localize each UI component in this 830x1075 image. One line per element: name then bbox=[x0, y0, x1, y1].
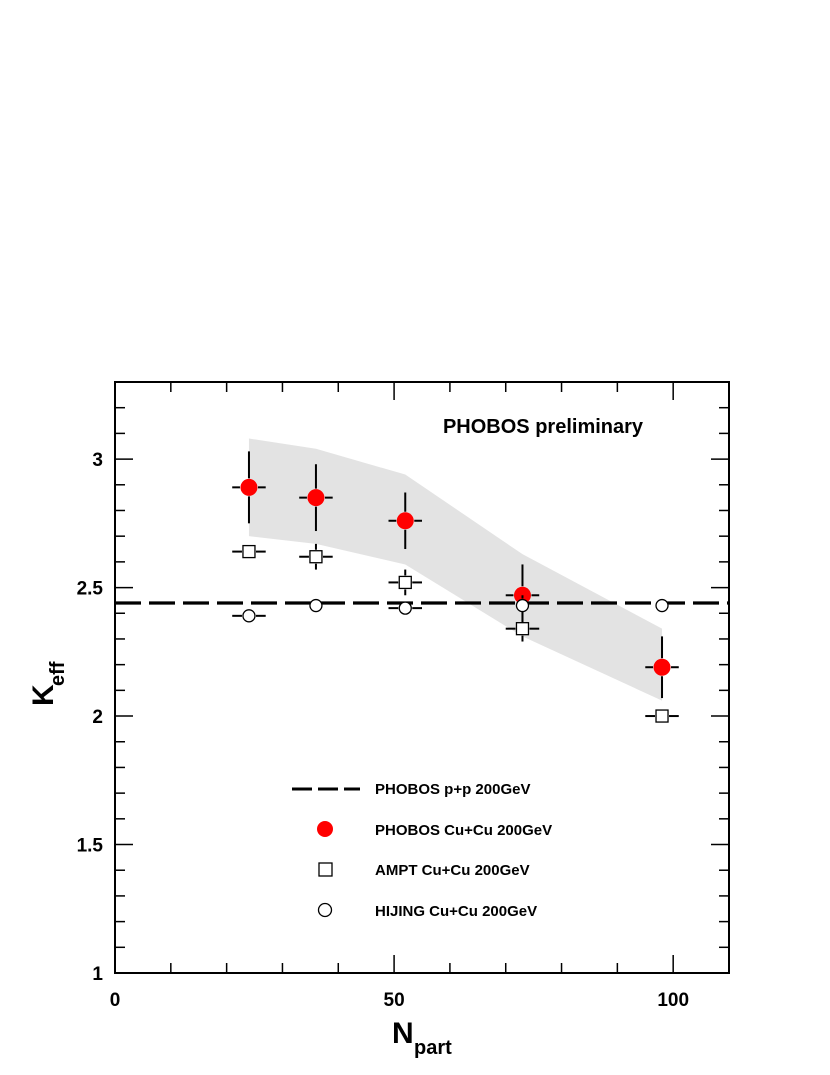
filled-circle-point-1 bbox=[299, 464, 333, 532]
open-square-point-1 bbox=[299, 543, 333, 570]
plot-border bbox=[114, 381, 730, 974]
filled-circle-point-2 bbox=[388, 492, 422, 550]
legend-label-ampt: AMPT Cu+Cu 200GeV bbox=[375, 862, 530, 879]
legend-label-phobos-cucu: PHOBOS Cu+Cu 200GeV bbox=[375, 822, 552, 839]
legend: PHOBOS p+p 200GeV PHOBOS Cu+Cu 200GeV AM… bbox=[292, 781, 552, 920]
open-square-marker bbox=[398, 575, 412, 590]
open-square-marker bbox=[655, 709, 669, 723]
legend-item-hijing: HIJING Cu+Cu 200GeV bbox=[317, 902, 537, 920]
data-markers bbox=[232, 451, 679, 723]
legend-swatch-open-circle bbox=[317, 902, 333, 918]
red-circle-marker bbox=[307, 489, 325, 507]
open-circle-point-1 bbox=[309, 598, 323, 613]
open-circle-marker bbox=[515, 598, 530, 613]
red-circle-marker bbox=[396, 512, 414, 530]
x-axis-title-sub: part bbox=[414, 1037, 452, 1059]
legend-item-phobos-cucu: PHOBOS Cu+Cu 200GeV bbox=[317, 821, 552, 839]
y-axis-title-main: K bbox=[27, 684, 60, 706]
y-axis-title-sub: eff bbox=[47, 661, 69, 686]
open-circle-point-4 bbox=[655, 598, 669, 613]
open-circle-point-3 bbox=[515, 595, 530, 616]
y-tick-label: 1 bbox=[92, 964, 103, 985]
filled-circle-point-3 bbox=[505, 564, 540, 627]
chart-annotation: PHOBOS preliminary bbox=[443, 416, 644, 438]
systematic-band-area bbox=[248, 438, 663, 701]
y-axis-title: K eff bbox=[27, 661, 69, 706]
legend-label-pp: PHOBOS p+p 200GeV bbox=[375, 781, 530, 798]
open-square-marker bbox=[242, 544, 256, 559]
open-circle-marker bbox=[398, 601, 412, 615]
y-tick-label: 1.5 bbox=[77, 836, 104, 857]
open-square-point-2 bbox=[388, 569, 422, 596]
y-tick-label: 2 bbox=[92, 707, 103, 728]
x-axis-title-main: N bbox=[392, 1017, 414, 1050]
legend-swatch-open-square bbox=[318, 862, 333, 877]
open-square-point-0 bbox=[232, 544, 266, 559]
plot-frame bbox=[114, 381, 730, 974]
open-square-point-3 bbox=[505, 615, 540, 642]
open-circle-point-2 bbox=[388, 601, 422, 615]
filled-circle-point-0 bbox=[232, 451, 266, 524]
open-circle-marker bbox=[309, 598, 323, 613]
open-circle-marker bbox=[655, 598, 669, 613]
open-circle-point-0 bbox=[232, 609, 266, 623]
open-square-marker bbox=[309, 550, 323, 564]
x-tick-label: 50 bbox=[384, 990, 405, 1011]
red-circle-marker bbox=[240, 478, 258, 496]
legend-item-ampt: AMPT Cu+Cu 200GeV bbox=[318, 862, 530, 879]
legend-label-hijing: HIJING Cu+Cu 200GeV bbox=[375, 903, 537, 920]
open-circle-marker bbox=[242, 609, 256, 623]
filled-circle-point-4 bbox=[645, 636, 679, 699]
axis-ticks: 0 50 100 1 1.5 2 2.5 3 bbox=[77, 381, 730, 1011]
legend-swatch-red-circle bbox=[317, 821, 333, 837]
open-square-marker bbox=[515, 622, 530, 636]
x-tick-label: 0 bbox=[110, 990, 121, 1011]
y-tick-label: 2.5 bbox=[77, 579, 104, 600]
x-tick-label: 100 bbox=[657, 990, 689, 1011]
y-tick-label: 3 bbox=[92, 450, 103, 471]
x-axis-title: N part bbox=[392, 1017, 452, 1059]
systematic-band bbox=[248, 438, 663, 701]
red-circle-marker bbox=[653, 658, 671, 676]
legend-item-pp: PHOBOS p+p 200GeV bbox=[292, 781, 530, 798]
open-square-point-4 bbox=[645, 709, 679, 723]
